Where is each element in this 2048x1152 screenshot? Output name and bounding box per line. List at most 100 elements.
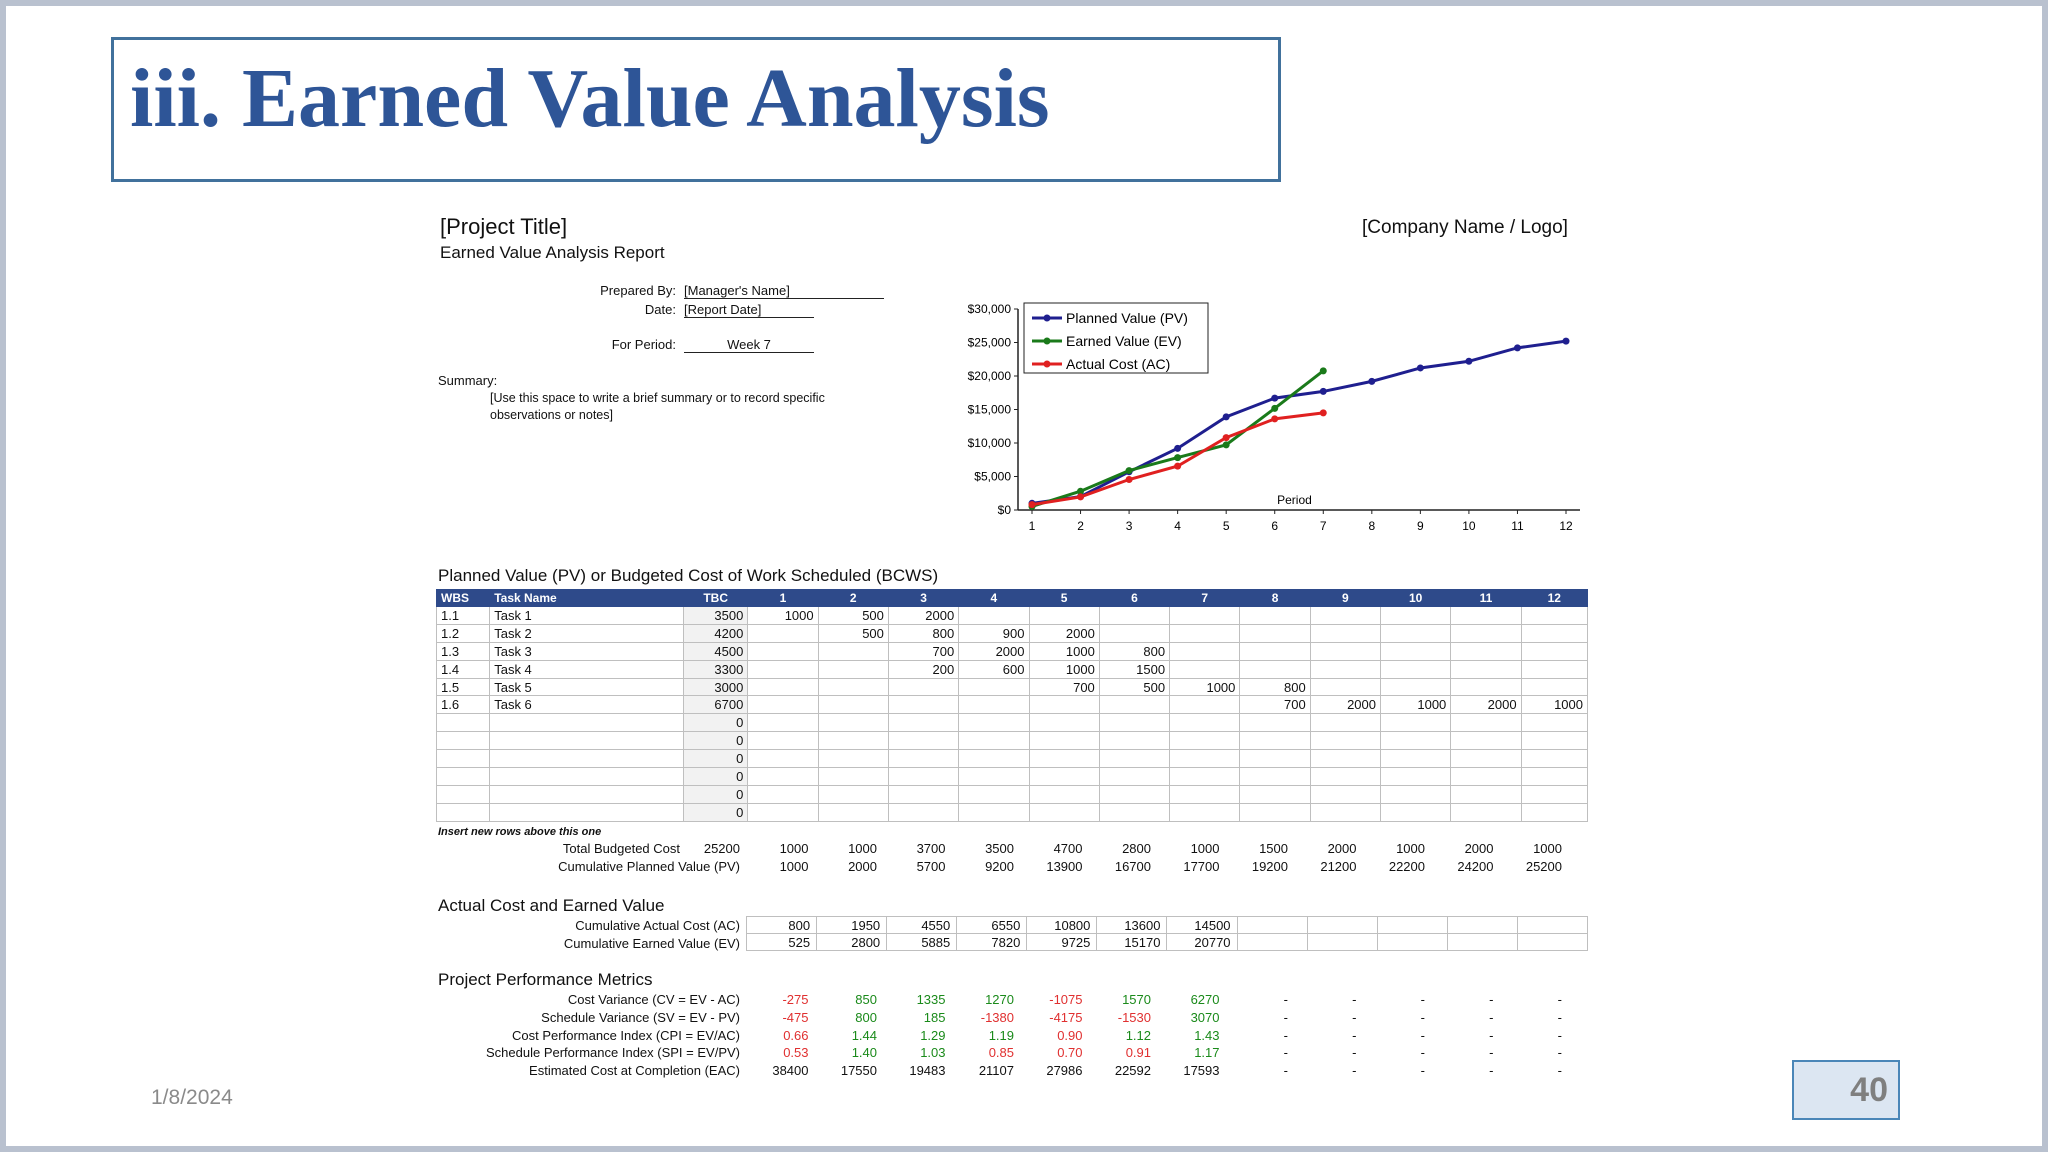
table-cell[interactable]: [435, 713, 491, 733]
table-cell[interactable]: [489, 784, 685, 804]
table-cell[interactable]: [1450, 606, 1522, 625]
table-cell[interactable]: 2000: [958, 641, 1030, 661]
table-cell[interactable]: [1309, 606, 1381, 625]
table-cell[interactable]: [1309, 641, 1381, 661]
table-cell[interactable]: [1169, 606, 1241, 625]
table-cell[interactable]: [1446, 933, 1518, 951]
table-cell[interactable]: [1169, 623, 1241, 643]
table-cell[interactable]: [1516, 933, 1589, 951]
table-cell[interactable]: 3300: [683, 659, 749, 679]
table-cell[interactable]: [489, 713, 685, 733]
table-cell[interactable]: [747, 767, 819, 786]
table-cell[interactable]: [435, 749, 491, 769]
table-cell[interactable]: [958, 784, 1030, 804]
table-cell[interactable]: [1239, 731, 1311, 751]
table-cell[interactable]: [1098, 713, 1171, 733]
table-cell[interactable]: [1169, 767, 1241, 786]
table-cell[interactable]: [1520, 784, 1589, 804]
table-cell[interactable]: [1236, 933, 1308, 951]
table-cell[interactable]: [1309, 784, 1381, 804]
table-cell[interactable]: [1450, 713, 1522, 733]
table-cell[interactable]: 1000: [1379, 695, 1452, 715]
table-cell[interactable]: [1379, 659, 1452, 679]
table-cell[interactable]: Task 6: [489, 695, 685, 715]
table-cell[interactable]: [489, 802, 685, 822]
table-cell[interactable]: [747, 802, 819, 822]
table-cell[interactable]: 6550: [956, 916, 1028, 934]
table-cell[interactable]: [887, 784, 960, 804]
table-cell[interactable]: [1098, 784, 1171, 804]
table-cell[interactable]: [747, 695, 819, 715]
table-cell[interactable]: [887, 749, 960, 769]
table-cell[interactable]: [747, 659, 819, 679]
table-cell[interactable]: [435, 731, 491, 751]
table-cell[interactable]: [1169, 695, 1241, 715]
table-cell[interactable]: [1028, 784, 1100, 804]
table-cell[interactable]: [887, 677, 960, 697]
table-cell[interactable]: [1309, 713, 1381, 733]
table-cell[interactable]: [1450, 731, 1522, 751]
table-cell[interactable]: [1376, 916, 1448, 934]
table-cell[interactable]: 1.2: [435, 623, 491, 643]
table-cell[interactable]: [1520, 802, 1589, 822]
table-cell[interactable]: [1450, 623, 1522, 643]
table-cell[interactable]: [1450, 677, 1522, 697]
table-cell[interactable]: [1169, 802, 1241, 822]
table-cell[interactable]: [1309, 623, 1381, 643]
table-cell[interactable]: [1520, 767, 1589, 786]
table-cell[interactable]: 15170: [1096, 933, 1168, 951]
table-cell[interactable]: 0: [683, 731, 749, 751]
table-cell[interactable]: 800: [745, 916, 818, 934]
table-cell[interactable]: [1516, 916, 1589, 934]
table-cell[interactable]: 1.3: [435, 641, 491, 661]
table-cell[interactable]: [1450, 802, 1522, 822]
table-cell[interactable]: 1.4: [435, 659, 491, 679]
table-cell[interactable]: 2000: [1450, 695, 1522, 715]
table-cell[interactable]: [1028, 749, 1100, 769]
table-cell[interactable]: 13600: [1096, 916, 1168, 934]
table-cell[interactable]: 800: [1239, 677, 1311, 697]
table-cell[interactable]: [1239, 623, 1311, 643]
table-cell[interactable]: 3500: [683, 606, 749, 625]
table-cell[interactable]: 700: [1239, 695, 1311, 715]
table-cell[interactable]: [1379, 623, 1452, 643]
table-cell[interactable]: [1520, 677, 1589, 697]
table-cell[interactable]: [817, 641, 889, 661]
table-cell[interactable]: 1000: [747, 606, 819, 625]
table-cell[interactable]: [1239, 767, 1311, 786]
table-cell[interactable]: [489, 749, 685, 769]
table-cell[interactable]: [1028, 713, 1100, 733]
table-cell[interactable]: [1450, 784, 1522, 804]
table-cell[interactable]: [817, 767, 889, 786]
table-cell[interactable]: [958, 802, 1030, 822]
table-cell[interactable]: [1379, 731, 1452, 751]
table-cell[interactable]: 1000: [1520, 695, 1589, 715]
table-cell[interactable]: 1950: [816, 916, 888, 934]
table-cell[interactable]: [817, 713, 889, 733]
table-cell[interactable]: [1309, 659, 1381, 679]
table-cell[interactable]: [1239, 659, 1311, 679]
table-cell[interactable]: 525: [745, 933, 818, 951]
table-cell[interactable]: [1309, 749, 1381, 769]
table-cell[interactable]: [887, 802, 960, 822]
table-cell[interactable]: [817, 677, 889, 697]
table-cell[interactable]: [1239, 802, 1311, 822]
table-cell[interactable]: 1500: [1098, 659, 1171, 679]
table-cell[interactable]: [1169, 731, 1241, 751]
table-cell[interactable]: [1239, 784, 1311, 804]
table-cell[interactable]: 4550: [886, 916, 958, 934]
table-cell[interactable]: [958, 767, 1030, 786]
table-cell[interactable]: 500: [817, 623, 889, 643]
table-cell[interactable]: [1309, 731, 1381, 751]
table-cell[interactable]: [1379, 767, 1452, 786]
table-cell[interactable]: [817, 695, 889, 715]
table-cell[interactable]: [887, 695, 960, 715]
table-cell[interactable]: [1520, 659, 1589, 679]
table-cell[interactable]: [887, 731, 960, 751]
table-cell[interactable]: [1239, 641, 1311, 661]
table-cell[interactable]: [1098, 695, 1171, 715]
table-cell[interactable]: 0: [683, 802, 749, 822]
table-cell[interactable]: [1520, 623, 1589, 643]
table-cell[interactable]: [1379, 677, 1452, 697]
table-cell[interactable]: [489, 731, 685, 751]
